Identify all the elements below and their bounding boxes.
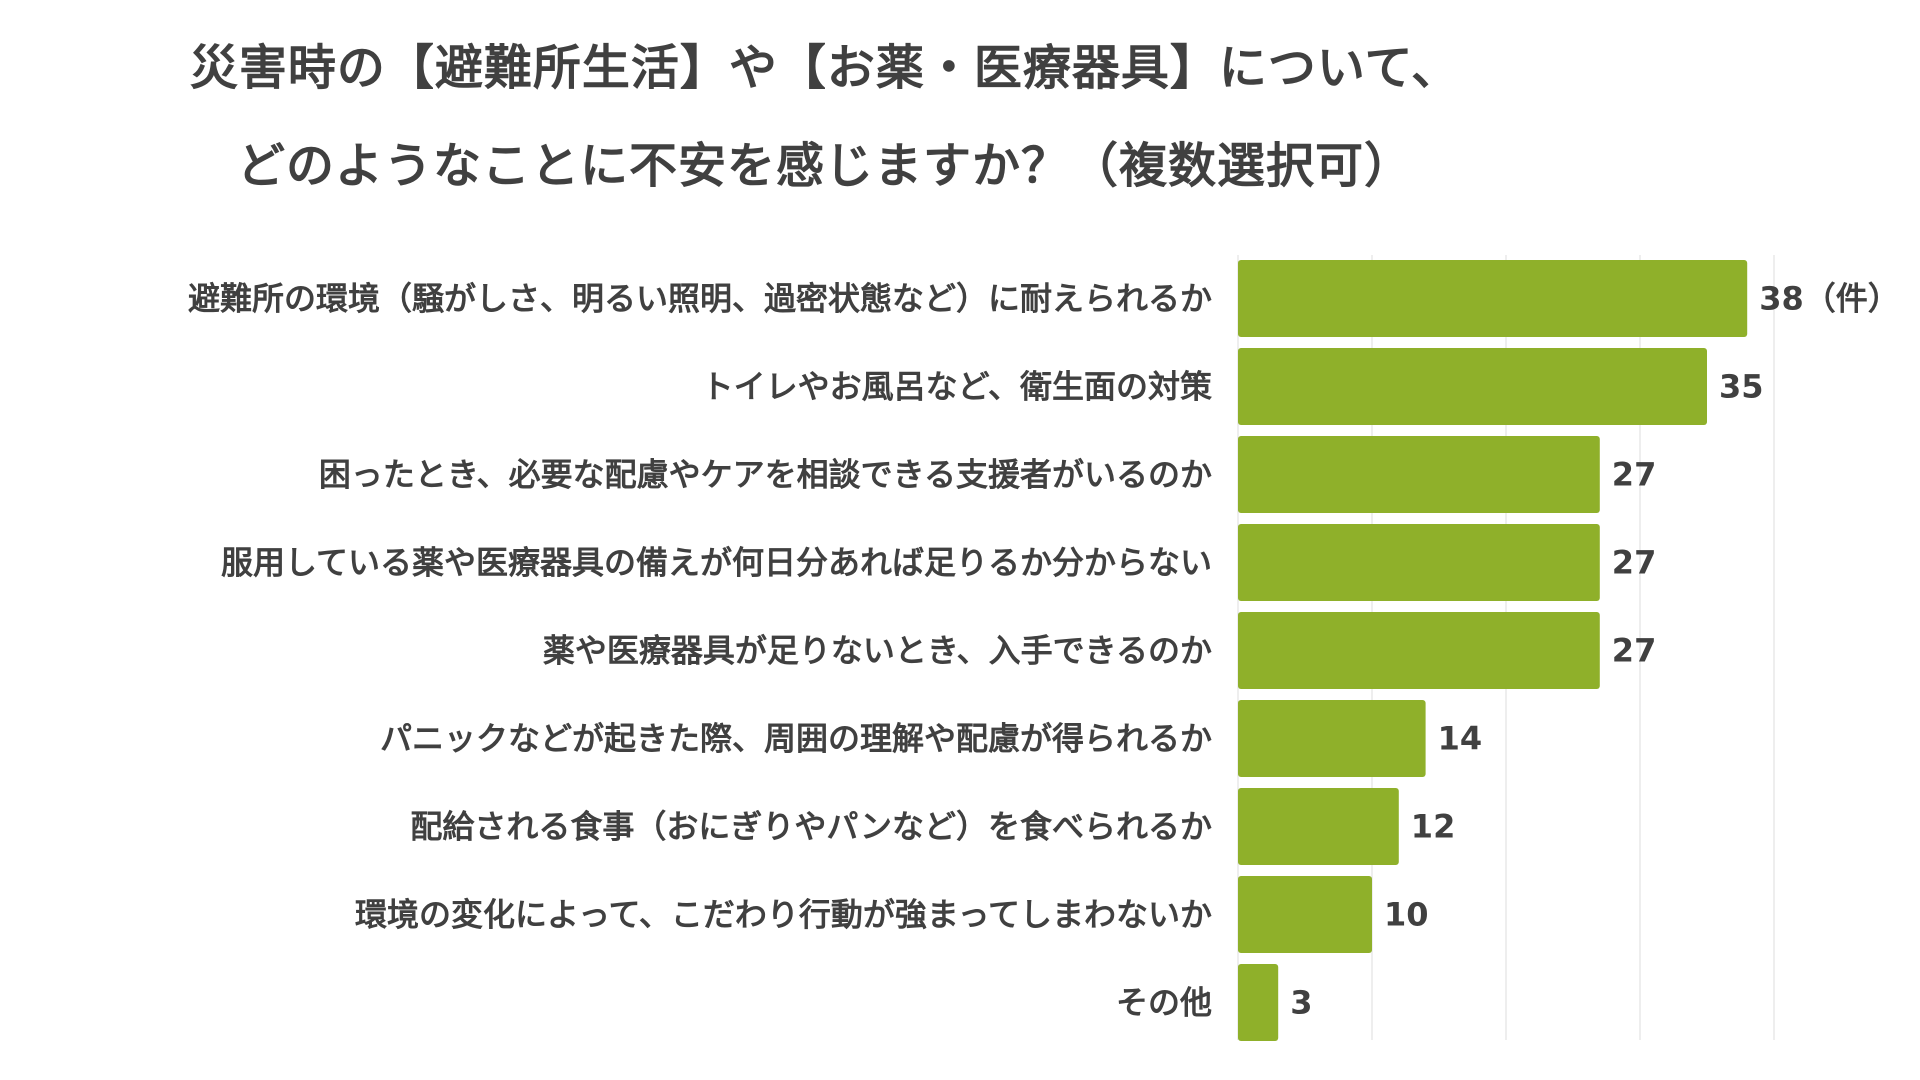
- bar-4: [1238, 612, 1600, 689]
- category-labels: 避難所の環境（騒がしさ、明るい照明、過密状態など）に耐えられるかトイレやお風呂な…: [188, 280, 1212, 1022]
- category-label-8: その他: [1116, 984, 1212, 1022]
- bar-1: [1238, 348, 1707, 425]
- category-label-0: 避難所の環境（騒がしさ、明るい照明、過密状態など）に耐えられるか: [188, 280, 1212, 318]
- value-label-7: 10: [1384, 896, 1429, 934]
- value-label-8: 3: [1290, 984, 1312, 1022]
- category-label-7: 環境の変化によって、こだわり行動が強まってしまわないか: [355, 896, 1212, 934]
- bar-7: [1238, 876, 1372, 953]
- value-label-6: 12: [1411, 808, 1456, 846]
- category-label-4: 薬や医療器具が足りないとき、入手できるのか: [543, 632, 1212, 670]
- category-label-5: パニックなどが起きた際、周囲の理解や配慮が得られるか: [380, 720, 1212, 758]
- bar-8: [1238, 964, 1279, 1041]
- bar-5: [1238, 700, 1426, 777]
- category-label-3: 服用している薬や医療器具の備えが何日分あれば足りるか分からない: [221, 544, 1212, 582]
- value-label-2: 27: [1612, 456, 1657, 494]
- bars: [1238, 260, 1748, 1041]
- category-label-1: トイレやお風呂など、衛生面の対策: [702, 368, 1212, 406]
- bar-0: [1238, 260, 1748, 337]
- bar-3: [1238, 524, 1600, 601]
- value-label-5: 14: [1438, 720, 1483, 758]
- category-label-2: 困ったとき、必要な配慮やケアを相談できる支援者がいるのか: [319, 456, 1212, 494]
- bar-6: [1238, 788, 1399, 865]
- category-label-6: 配給される食事（おにぎりやパンなど）を食べられるか: [410, 808, 1212, 846]
- value-label-0: 38（件）: [1759, 280, 1900, 318]
- value-labels: 38（件） 35 27 27 27 14 12 10 3: [1290, 280, 1900, 1022]
- value-label-3: 27: [1612, 544, 1657, 582]
- chart-title-line-2: どのようなことに不安を感じますか？（複数選択可）: [236, 138, 1413, 194]
- chart-title-line-1: 災害時の【避難所生活】や【お薬・医療器具】について、: [189, 40, 1461, 96]
- value-label-4: 27: [1612, 632, 1657, 670]
- value-label-1: 35: [1719, 368, 1764, 406]
- bar-2: [1238, 436, 1600, 513]
